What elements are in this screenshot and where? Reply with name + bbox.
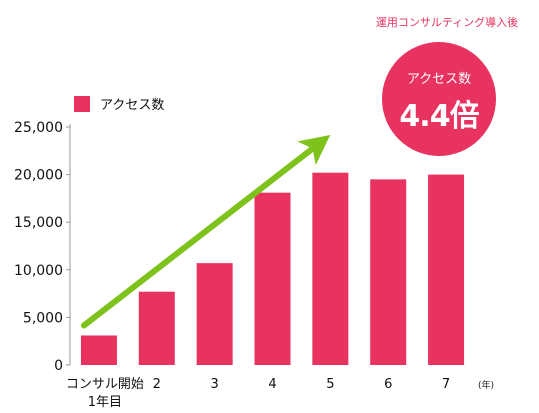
x-tick-label: 4 (268, 377, 276, 392)
y-tick-label: 5,000 (23, 310, 63, 326)
badge-label: アクセス数 (406, 72, 472, 87)
bar (312, 172, 349, 365)
y-tick-label: 0 (54, 358, 63, 374)
y-axis: 0 5,000 10,000 15,000 20,000 25,000 (14, 120, 71, 374)
y-tick-label: 25,000 (14, 120, 63, 136)
x-tick-label: 5 (326, 377, 334, 392)
legend-label: アクセス数 (100, 98, 165, 113)
legend: アクセス数 (74, 94, 164, 113)
bar (370, 179, 407, 365)
y-tick-label: 20,000 (14, 168, 63, 184)
x-unit-label: (年) (478, 381, 495, 391)
y-tick-label: 15,000 (14, 215, 63, 231)
x-tick-label: 1年目 (88, 395, 122, 410)
x-tick-label: 6 (384, 377, 392, 392)
x-tick-label: コンサル開始 (66, 377, 144, 392)
y-tick-label: 10,000 (14, 263, 63, 279)
bar (196, 263, 233, 365)
bar (428, 174, 465, 365)
x-tick-label: 3 (211, 377, 219, 392)
bars (80, 172, 465, 365)
legend-swatch (74, 95, 90, 112)
x-tick-label: 2 (153, 377, 161, 392)
annotation-caption: 運用コンサルティング導入後 (375, 16, 519, 29)
badge-value: 4.4倍 (399, 99, 479, 134)
x-axis: コンサル開始 1年目 2 3 4 5 6 7 (66, 377, 450, 410)
trend-arrow (80, 134, 331, 329)
bar (80, 335, 117, 365)
x-tick-label: 7 (442, 377, 450, 392)
bar (254, 192, 291, 365)
bar (138, 291, 175, 365)
growth-badge: アクセス数 4.4倍 (382, 42, 496, 156)
